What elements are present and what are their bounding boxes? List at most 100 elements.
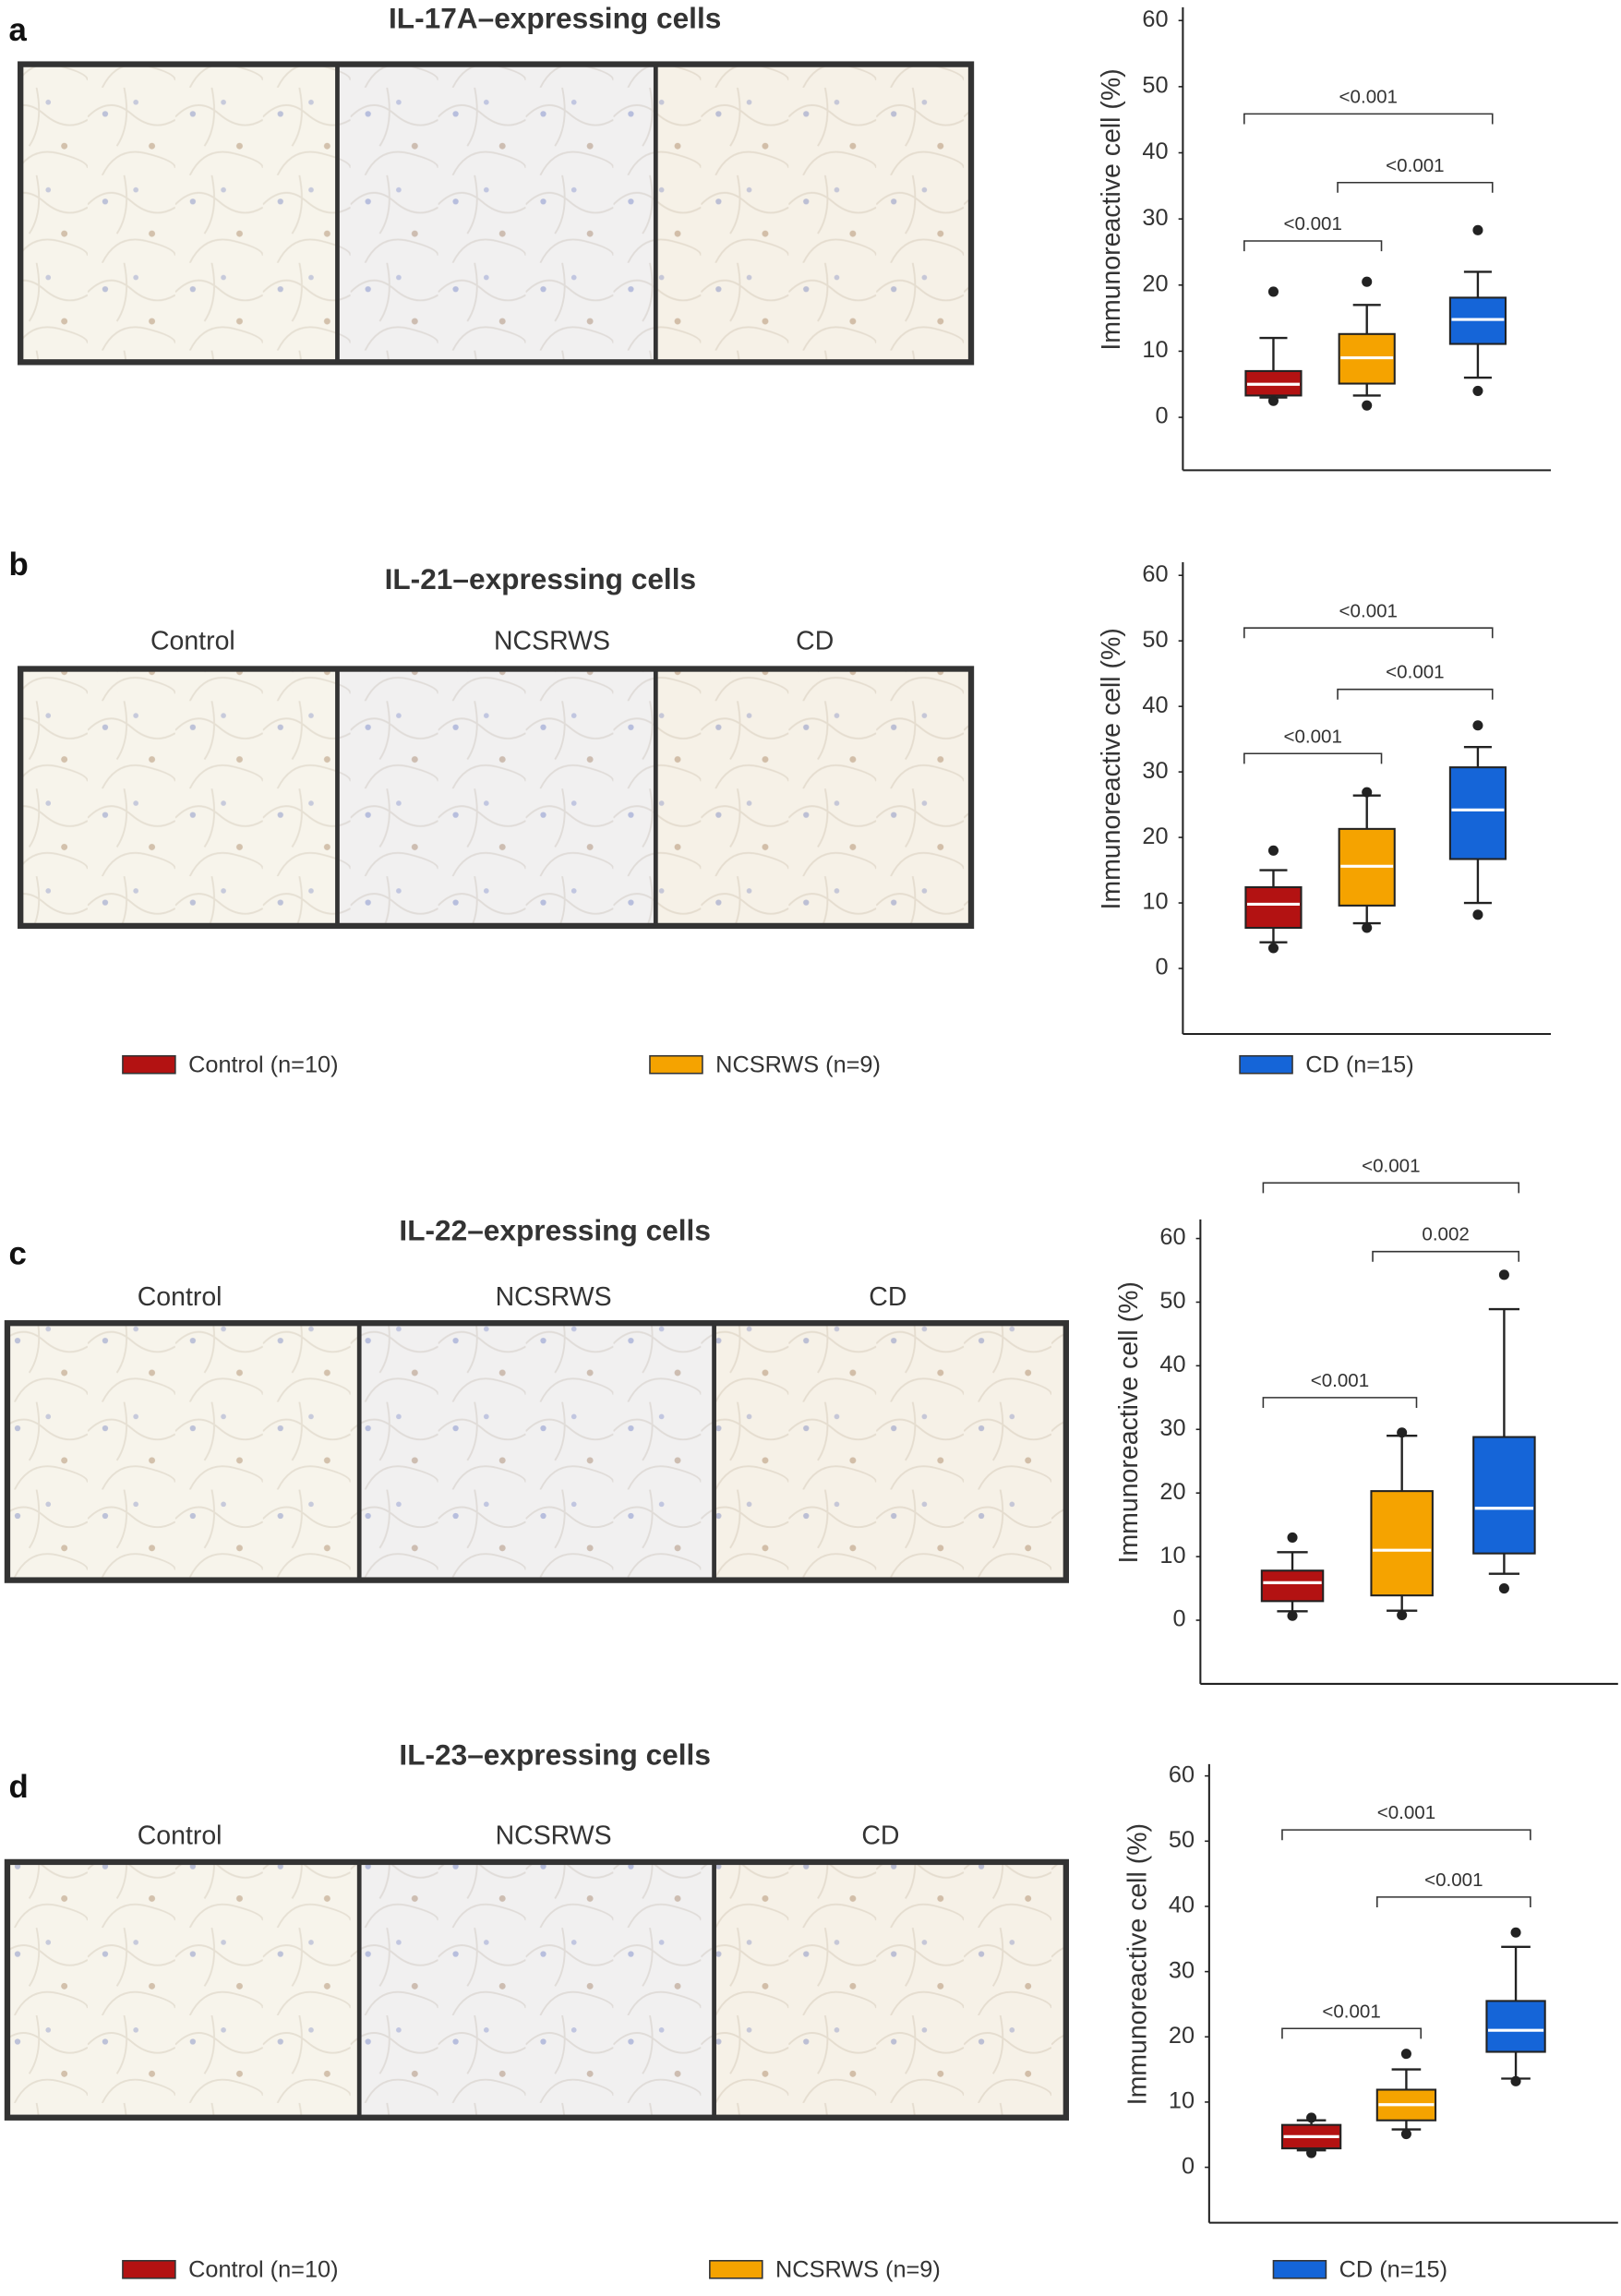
micrograph-tint	[714, 1323, 1066, 1581]
significance-bracket	[1372, 1250, 1520, 1262]
p-value: <0.001	[1339, 86, 1398, 107]
panel-letter: b	[9, 547, 29, 583]
p-value: <0.001	[1386, 662, 1444, 683]
outlier	[1267, 845, 1279, 856]
outlier	[1472, 909, 1483, 920]
outlier	[1362, 922, 1373, 933]
legend-label: CD (n=15)	[1305, 1052, 1413, 1077]
outlier	[1397, 1427, 1408, 1438]
outlier	[1472, 224, 1483, 235]
micrograph-tint	[20, 668, 338, 926]
outlier	[1472, 385, 1483, 396]
micrograph-tint	[20, 64, 338, 363]
outlier	[1306, 2112, 1317, 2123]
legend-swatch	[1272, 2259, 1327, 2279]
image-label: NCSRWS	[496, 1821, 612, 1851]
panel-letter: a	[9, 12, 28, 48]
micrograph-tint	[6, 1861, 360, 2118]
legend-label: Control (n=10)	[188, 1052, 338, 1077]
y-tick-label: 20	[1142, 270, 1168, 296]
y-tick-label: 0	[1182, 2153, 1195, 2179]
micrograph-tint	[655, 64, 972, 363]
y-tick-label: 60	[1159, 1224, 1185, 1250]
outlier	[1472, 720, 1483, 731]
significance-bracket	[1337, 181, 1494, 193]
p-value: <0.001	[1339, 600, 1398, 621]
micrograph-tint	[6, 1323, 360, 1581]
y-tick-label: 30	[1159, 1415, 1185, 1441]
significance-bracket	[1337, 688, 1494, 700]
outlier	[1498, 1269, 1509, 1280]
p-value: 0.002	[1422, 1224, 1469, 1245]
outlier	[1267, 286, 1279, 297]
y-tick-label: 30	[1169, 1957, 1195, 1983]
y-tick-label: 40	[1142, 692, 1168, 718]
box	[1260, 1569, 1325, 1603]
panel-title: IL-21–expressing cells	[385, 562, 697, 595]
micrograph	[359, 1861, 714, 2118]
y-tick-label: 30	[1142, 758, 1168, 784]
micrograph	[20, 64, 338, 363]
significance-bracket	[1243, 752, 1383, 764]
panel-title: IL-22–expressing cells	[399, 1213, 711, 1246]
image-label: CD	[861, 1821, 899, 1851]
p-value: <0.001	[1386, 155, 1444, 176]
box	[1370, 1490, 1434, 1597]
outlier	[1287, 1610, 1298, 1621]
micrograph	[655, 668, 972, 926]
box	[1244, 885, 1303, 930]
image-frame	[4, 1858, 1069, 2121]
micrograph	[714, 1323, 1066, 1581]
image-frame	[18, 61, 975, 366]
image-label: NCSRWS	[494, 627, 610, 656]
micrograph	[6, 1861, 360, 2118]
p-value: <0.001	[1362, 1155, 1420, 1176]
y-tick-label: 10	[1142, 337, 1168, 363]
y-tick-label: 20	[1159, 1479, 1185, 1505]
legend-swatch	[649, 1054, 703, 1075]
outlier	[1498, 1583, 1509, 1594]
significance-bracket	[1281, 1829, 1531, 1841]
micrograph	[337, 64, 656, 363]
significance-bracket	[1243, 627, 1494, 639]
y-tick-label: 50	[1159, 1288, 1185, 1314]
y-tick-label: 40	[1169, 1893, 1195, 1918]
micrograph	[6, 1323, 360, 1581]
y-axis-label: Immunoreactive cell (%)	[1097, 628, 1126, 909]
significance-bracket	[1375, 1896, 1531, 1907]
legend-swatch	[122, 1054, 176, 1075]
significance-bracket	[1243, 113, 1494, 125]
legend-label: NCSRWS (n=9)	[775, 2257, 941, 2283]
outlier	[1397, 1609, 1408, 1621]
outlier	[1510, 1927, 1521, 1938]
legend-swatch	[1239, 1054, 1293, 1075]
p-value: <0.001	[1322, 2001, 1380, 2022]
micrograph	[337, 668, 656, 926]
p-value: <0.001	[1283, 726, 1341, 747]
outlier	[1287, 1532, 1298, 1543]
y-tick-label: 40	[1142, 138, 1168, 164]
image-label: NCSRWS	[496, 1282, 612, 1312]
p-value: <0.001	[1424, 1869, 1483, 1891]
image-frame	[18, 666, 975, 930]
box	[1472, 1436, 1536, 1555]
y-tick-label: 0	[1155, 403, 1168, 429]
y-tick-label: 30	[1142, 205, 1168, 231]
image-label: CD	[869, 1282, 907, 1312]
y-tick-label: 0	[1172, 1606, 1185, 1632]
y-tick-label: 50	[1142, 627, 1168, 653]
outlier	[1362, 400, 1373, 411]
outlier	[1400, 2049, 1411, 2060]
p-value: <0.001	[1283, 213, 1341, 234]
y-tick-label: 60	[1142, 6, 1168, 32]
y-tick-label: 0	[1155, 955, 1168, 980]
micrograph	[714, 1861, 1066, 2118]
outlier	[1400, 2129, 1411, 2140]
legend-swatch	[122, 2259, 176, 2279]
image-label: Control	[138, 1282, 222, 1312]
y-tick-label: 20	[1169, 2023, 1195, 2049]
micrograph	[359, 1323, 714, 1581]
panel-title: IL-17A–expressing cells	[389, 2, 721, 35]
legend-label: NCSRWS (n=9)	[715, 1052, 881, 1077]
p-value: <0.001	[1377, 1802, 1435, 1823]
